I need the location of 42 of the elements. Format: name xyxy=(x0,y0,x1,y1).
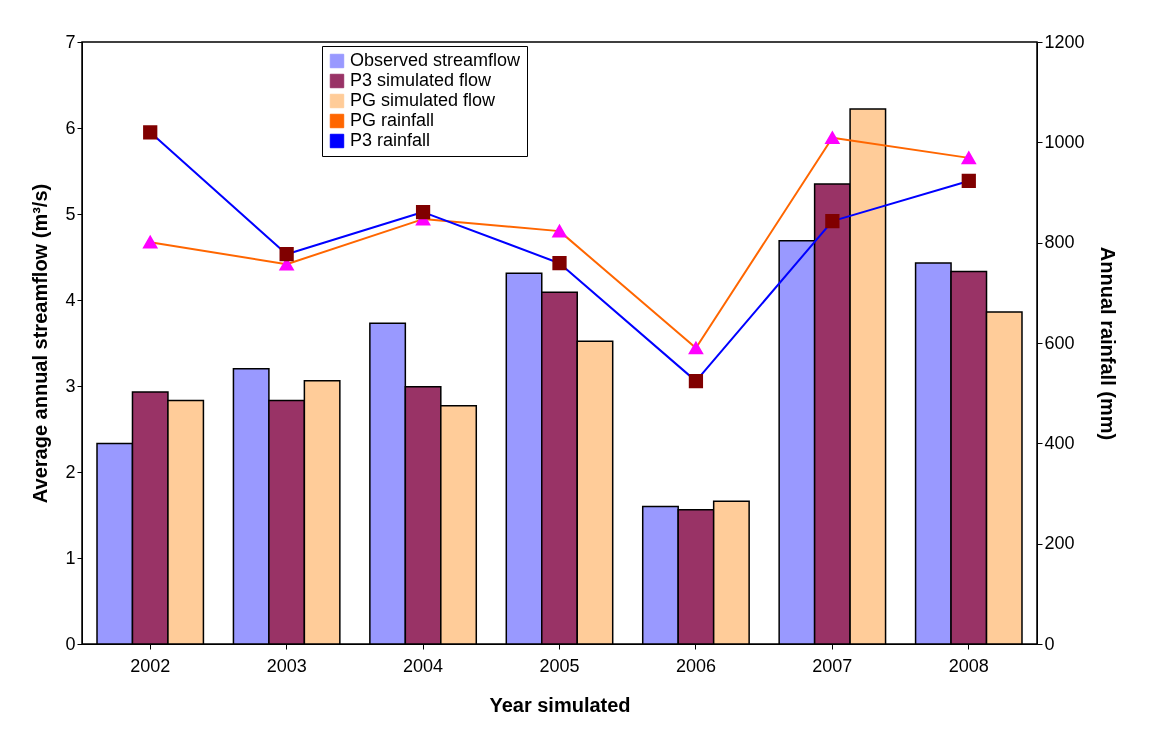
point xyxy=(143,235,158,249)
x-tick-label: 2006 xyxy=(675,655,716,676)
y-tick-label: 6 xyxy=(65,117,76,138)
point xyxy=(961,151,976,165)
point xyxy=(552,224,567,238)
point xyxy=(688,374,704,389)
y2-axis-title: Annual rainfall (mm) xyxy=(1096,246,1119,441)
x-tick-label: 2007 xyxy=(812,655,853,676)
y-tick-label: 1 xyxy=(65,547,76,568)
x-tick-label: 2005 xyxy=(539,655,580,676)
legend-label: PG rainfall xyxy=(350,110,435,130)
y-tick-label: 5 xyxy=(65,203,76,224)
y2-tick-label: 200 xyxy=(1044,533,1075,554)
legend-label: Observed streamflow xyxy=(350,50,522,70)
point xyxy=(825,131,840,145)
y2-tick-label: 600 xyxy=(1044,332,1075,353)
legend-label: PG simulated flow xyxy=(350,90,497,110)
y2-tick-label: 0 xyxy=(1044,633,1055,654)
legend-label: P3 rainfall xyxy=(350,130,431,150)
x-tick-label: 2002 xyxy=(130,655,171,676)
point xyxy=(143,125,158,140)
y-tick-label: 3 xyxy=(65,375,76,396)
legend-label: P3 simulated flow xyxy=(350,70,493,90)
y2-tick-label: 400 xyxy=(1044,432,1075,453)
y2-tick-label: 1000 xyxy=(1044,131,1085,152)
y-tick-label: 7 xyxy=(65,31,76,52)
y-tick-label: 0 xyxy=(65,633,76,654)
y-tick-label: 4 xyxy=(65,289,76,310)
point xyxy=(552,256,567,271)
y2-tick-label: 800 xyxy=(1044,232,1075,253)
y-tick-label: 2 xyxy=(65,461,76,482)
x-axis-title: Year simulated xyxy=(489,693,631,716)
point xyxy=(279,247,294,262)
point xyxy=(961,173,976,189)
x-tick-label: 2008 xyxy=(948,655,989,676)
point xyxy=(825,213,840,229)
y2-tick-label: 1200 xyxy=(1044,31,1085,52)
point xyxy=(688,341,704,355)
y-axis-title: Average annual streamflow (m³/s) xyxy=(29,183,52,504)
point xyxy=(415,204,431,220)
x-tick-label: 2004 xyxy=(403,655,444,676)
x-tick-label: 2003 xyxy=(266,655,307,676)
